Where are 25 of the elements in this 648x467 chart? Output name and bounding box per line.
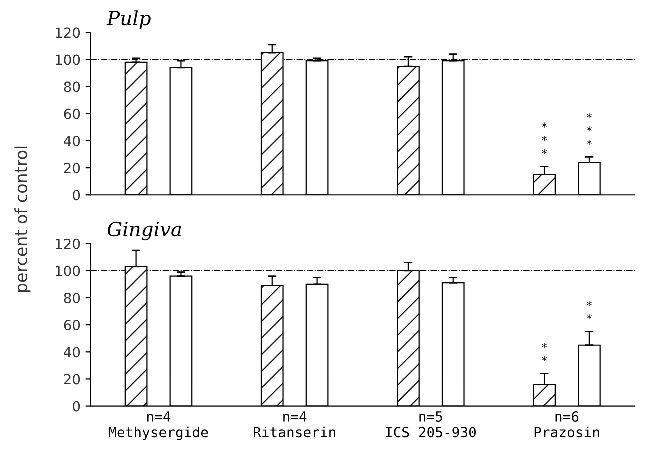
y-tick-label: 0 — [73, 401, 80, 412]
y-tick-label: 40 — [64, 347, 80, 358]
y-tick-label: 20 — [64, 374, 80, 385]
chart-title: Pulp — [106, 10, 151, 30]
x-tick-label: n=4 Methysergide — [109, 412, 208, 440]
y-tick-label: 60 — [64, 320, 80, 331]
x-tick-label: n=4 Ritanserin — [254, 412, 336, 438]
annotation: ** — [542, 343, 547, 362]
x-tick-label: n=6 Prazosin — [534, 411, 600, 438]
annotation: *** — [542, 122, 547, 154]
y-tick-label: 100 — [56, 54, 80, 66]
y-tick-label: 80 — [64, 292, 80, 304]
y-tick-label: 120 — [56, 238, 80, 250]
y-tick-label: 40 — [64, 136, 80, 146]
y-tick-label: 60 — [64, 108, 80, 120]
y-tick-label: 0 — [73, 190, 80, 201]
y-axis-title: percent of control — [14, 146, 31, 292]
y-tick-label: 20 — [64, 163, 80, 174]
y-tick-label: 100 — [56, 266, 80, 276]
annotation: *** — [587, 113, 592, 145]
y-tick-label: 120 — [56, 28, 80, 38]
annotation: ** — [587, 301, 592, 320]
x-tick-label: n=5 ICS 205-930 — [386, 412, 476, 438]
chart-title: Gingiva — [108, 222, 182, 241]
y-tick-label: 80 — [64, 82, 80, 92]
